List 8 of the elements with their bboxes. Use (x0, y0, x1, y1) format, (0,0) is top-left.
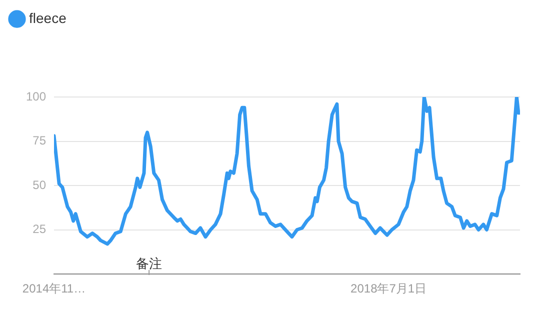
y-tick-label: 50 (32, 178, 46, 192)
y-tick-label: 100 (26, 89, 46, 104)
annotation: 备注 (136, 256, 162, 272)
y-tick-label: 25 (32, 222, 46, 236)
x-tick-label: 2014年11… (22, 282, 86, 296)
y-tick-label: 75 (32, 134, 46, 148)
legend-label: fleece (29, 10, 67, 26)
x-tick-label: 2018年7月1日 (350, 282, 427, 296)
